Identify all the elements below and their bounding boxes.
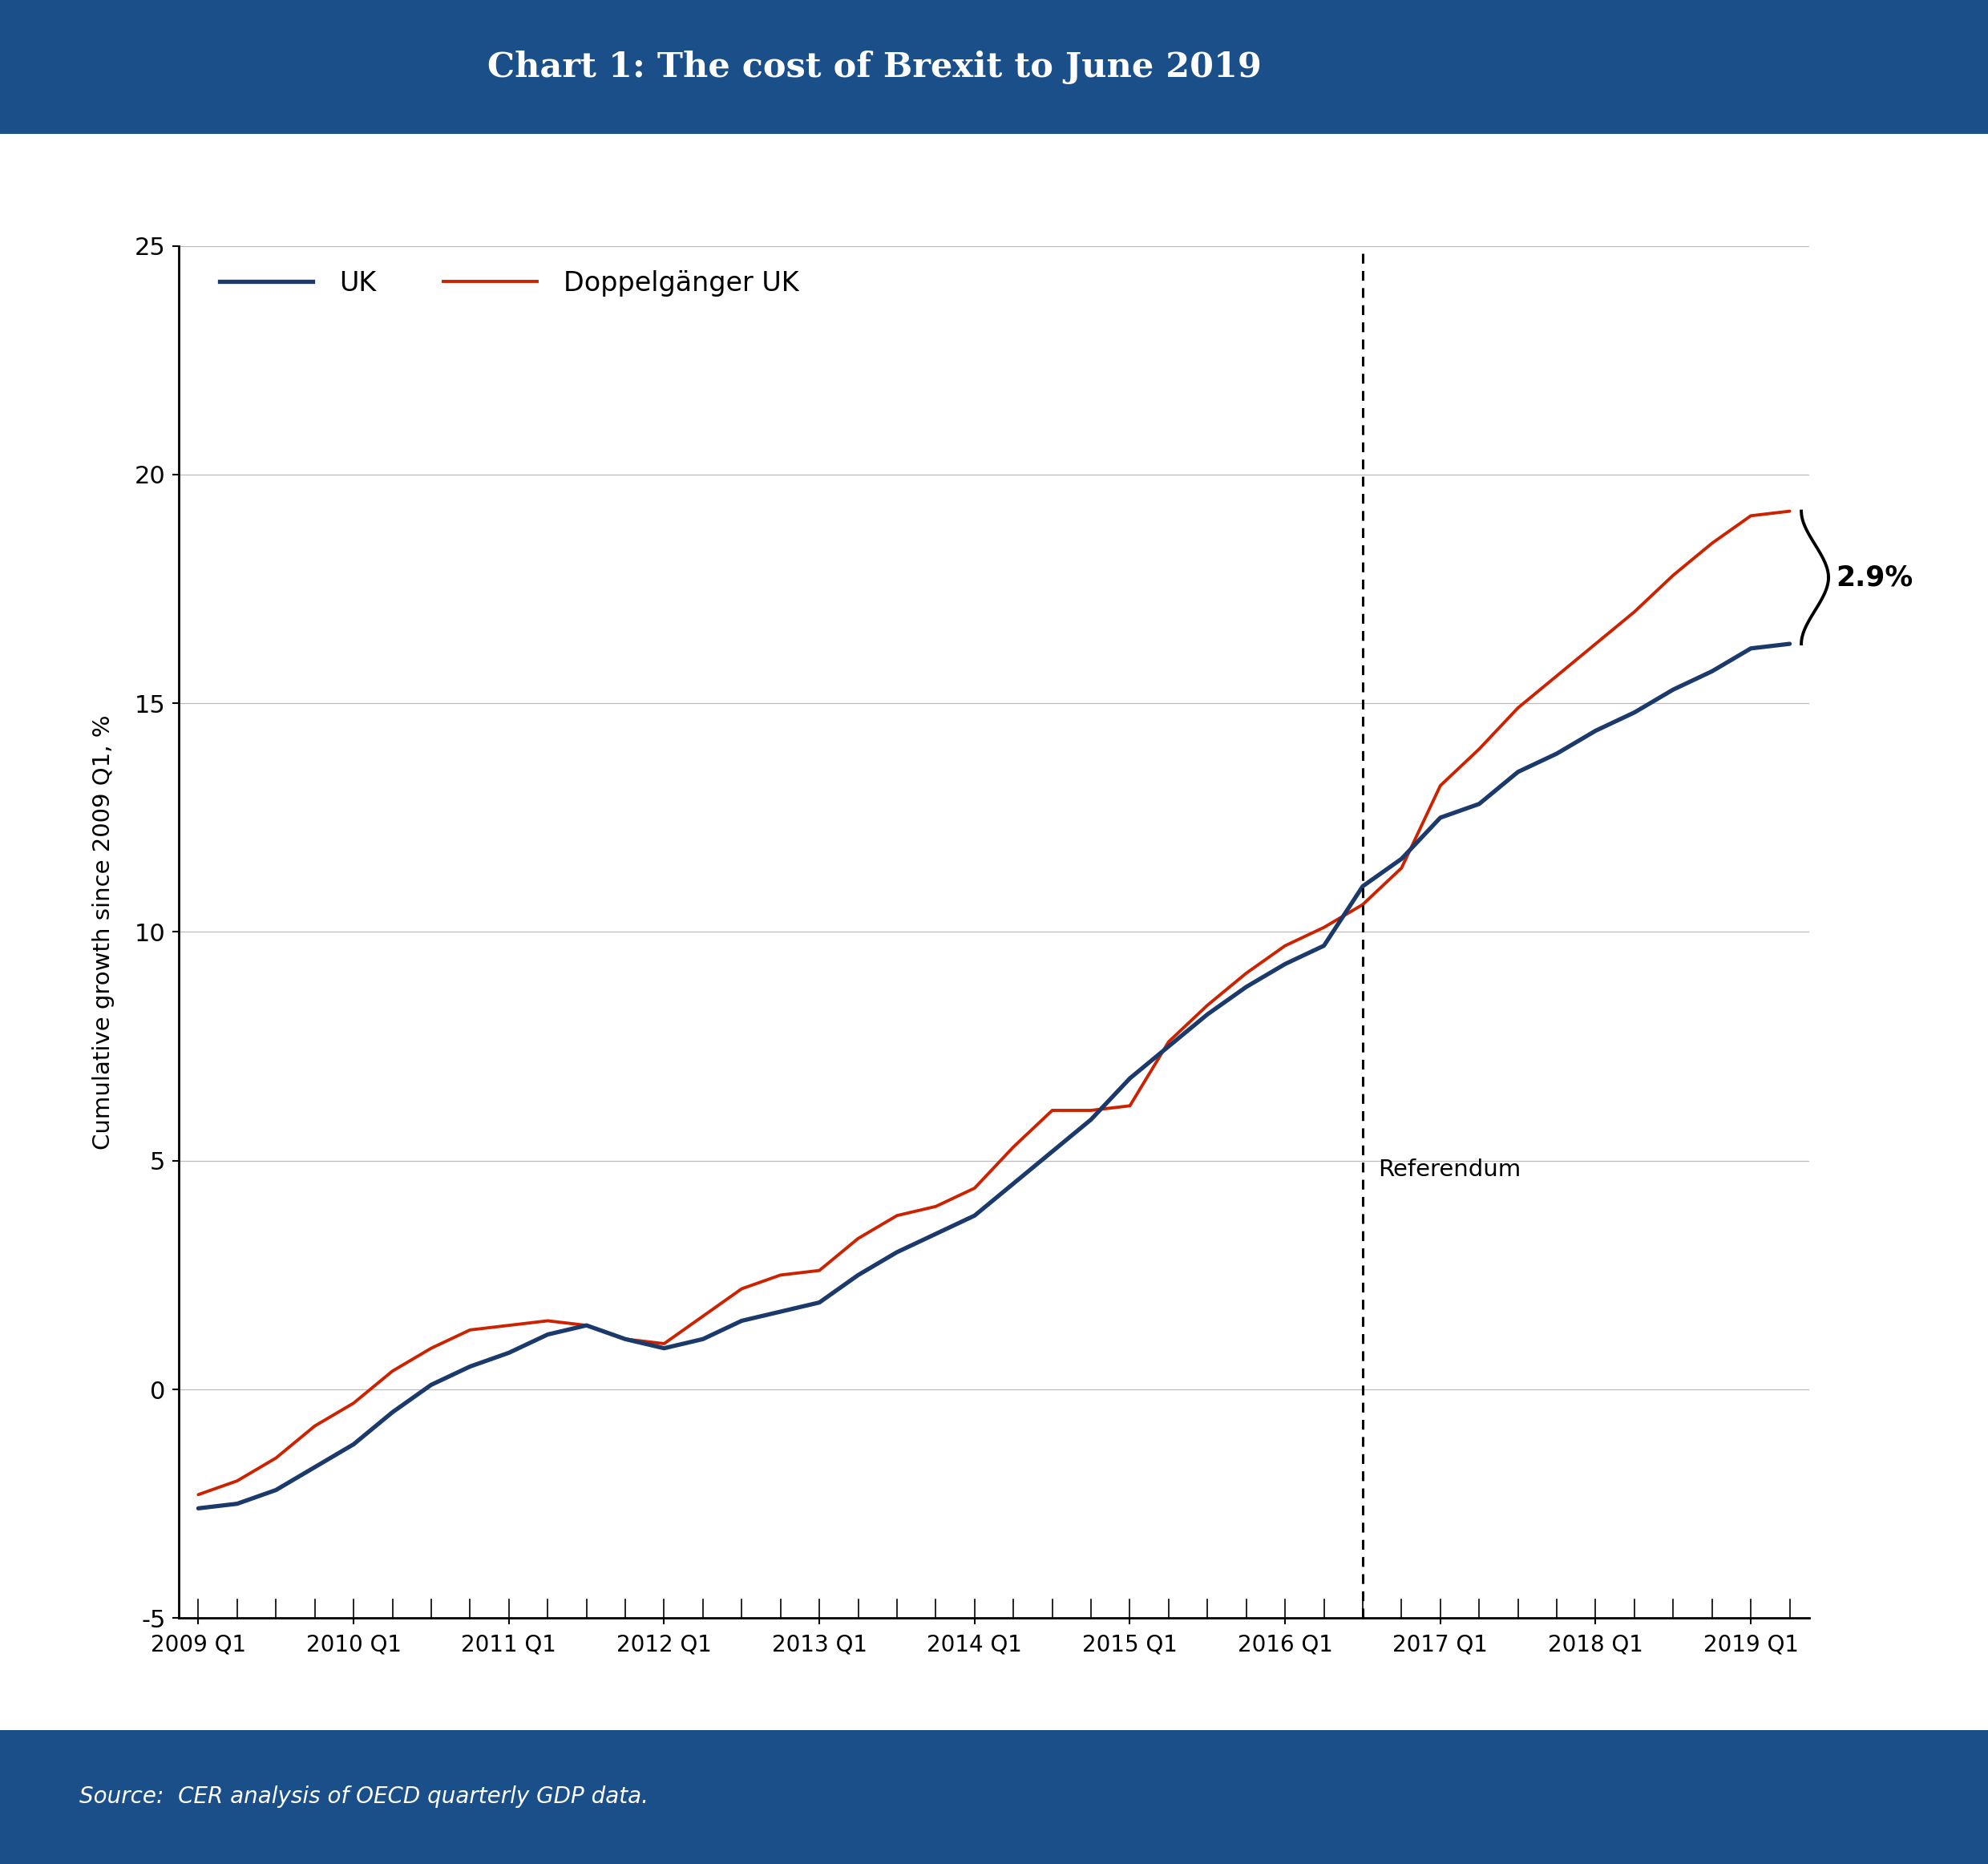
Text: Chart 1: The cost of Brexit to June 2019: Chart 1: The cost of Brexit to June 2019 [487,50,1262,84]
Y-axis label: Cumulative growth since 2009 Q1, %: Cumulative growth since 2009 Q1, % [91,714,115,1150]
Text: Referendum: Referendum [1378,1159,1521,1182]
Legend: UK, Doppelgänger UK: UK, Doppelgänger UK [209,259,809,308]
Text: 2.9%: 2.9% [1837,565,1912,591]
Text: Source:  CER analysis of OECD quarterly GDP data.: Source: CER analysis of OECD quarterly G… [80,1786,648,1808]
